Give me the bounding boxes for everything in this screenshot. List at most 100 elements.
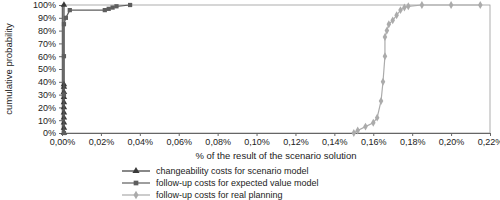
tick: 60%: [38, 52, 62, 62]
series-marker: [352, 129, 357, 137]
series-marker: [375, 114, 380, 122]
tick: 0,18%: [400, 133, 426, 147]
tick-label: 40%: [38, 77, 56, 87]
tick-mark: [59, 31, 62, 32]
series-marker: [371, 119, 376, 127]
tick-mark: [334, 133, 335, 136]
series-marker: [62, 92, 66, 96]
tick-label: 60%: [38, 52, 56, 62]
series-marker: [64, 16, 68, 20]
series-marker: [61, 1, 67, 7]
tick-label: 80%: [38, 26, 56, 36]
series-marker: [103, 8, 107, 12]
tick: 40%: [38, 77, 62, 87]
tick-label: 0,22%: [478, 137, 500, 147]
tick: 90%: [38, 13, 62, 23]
tick-mark: [59, 56, 62, 57]
tick-label: 0,12%: [283, 137, 309, 147]
series-line: [354, 5, 480, 133]
tick-label: 0,18%: [400, 137, 426, 147]
tick: 0,14%: [322, 133, 348, 147]
legend-label: follow-up costs for expected value model: [156, 178, 319, 188]
tick-mark: [59, 43, 62, 44]
chart: 0,00%0,02%0,04%0,06%0,08%0,10%0,12%0,14%…: [0, 0, 500, 200]
series-marker: [387, 20, 392, 28]
tick: 70%: [38, 39, 62, 49]
x-axis-title: % of the result of the scenario solution: [195, 150, 356, 161]
tick: 0,06%: [166, 133, 192, 147]
tick: 80%: [38, 26, 62, 36]
tick-label: 30%: [38, 90, 56, 100]
series-marker: [402, 4, 407, 12]
series-marker: [379, 97, 384, 105]
legend-item: changeability costs for scenario model: [122, 166, 309, 176]
tick-label: 0,04%: [128, 137, 154, 147]
legend-marker: [134, 181, 139, 186]
tick-label: 0,06%: [166, 137, 192, 147]
tick-mark: [295, 133, 296, 136]
tick: 0,08%: [205, 133, 231, 147]
tick: 0,16%: [361, 133, 387, 147]
series-marker: [478, 1, 483, 9]
series-marker: [355, 126, 360, 134]
tick-mark: [59, 95, 62, 96]
tick-label: 0%: [43, 128, 56, 138]
tick: 0,02%: [89, 133, 115, 147]
tick: 30%: [38, 90, 62, 100]
tick-label: 70%: [38, 39, 56, 49]
series-marker: [420, 1, 425, 9]
tick-mark: [140, 133, 141, 136]
tick: 0,10%: [244, 133, 270, 147]
legend-marker: [133, 191, 138, 200]
tick-mark: [59, 120, 62, 121]
series-marker: [62, 22, 66, 26]
axis-line: [63, 134, 491, 137]
series-marker: [383, 52, 388, 60]
tick-mark: [451, 133, 452, 136]
series-marker: [110, 5, 114, 9]
tick: 0,12%: [283, 133, 309, 147]
series-marker: [62, 54, 66, 58]
legend-label: follow-up costs for real planning: [156, 190, 283, 200]
series-marker: [390, 16, 395, 24]
series-marker: [114, 4, 118, 8]
series-marker: [107, 7, 111, 11]
tick-mark: [257, 133, 258, 136]
series-marker: [394, 11, 399, 19]
tick-mark: [412, 133, 413, 136]
tick: 50%: [38, 64, 62, 74]
legend: changeability costs for scenario model fo…: [122, 166, 319, 200]
tick-label: 0,16%: [361, 137, 387, 147]
tick: 0,22%: [478, 133, 500, 147]
series-marker: [62, 131, 66, 135]
tick-mark: [101, 133, 102, 136]
series-line: [64, 5, 130, 133]
tick-mark: [59, 69, 62, 70]
tick-label: 0,02%: [89, 137, 115, 147]
tick-mark: [179, 133, 180, 136]
tick-mark: [59, 82, 62, 83]
series-marker: [385, 27, 390, 35]
tick-label: 50%: [38, 64, 56, 74]
series-marker: [381, 78, 386, 86]
tick-label: 10%: [38, 116, 56, 126]
tick-label: 0,08%: [205, 137, 231, 147]
tick-label: 100%: [33, 0, 56, 10]
series-marker: [406, 2, 411, 10]
tick: 10%: [38, 116, 62, 126]
tick-label: 0,20%: [439, 137, 465, 147]
y-axis: 0% 10% 20% 30% 40% 50% 60% 70% 80% 90% 100%: [33, 0, 63, 138]
tick-label: 0,10%: [244, 137, 270, 147]
series-marker: [383, 33, 388, 41]
legend-item: follow-up costs for expected value model: [122, 178, 319, 188]
tick-label: 0,14%: [322, 137, 348, 147]
tick-mark: [373, 133, 374, 136]
y-axis-title: cumulative probability: [3, 23, 14, 115]
tick: 20%: [38, 103, 62, 113]
tick: 0,04%: [128, 133, 154, 147]
series-marker: [68, 8, 72, 12]
legend-label: changeability costs for scenario model: [156, 166, 309, 176]
tick: 100%: [33, 0, 62, 10]
x-axis: 0,00%0,02%0,04%0,06%0,08%0,10%0,12%0,14%…: [50, 133, 500, 147]
tick-label: 90%: [38, 13, 56, 23]
